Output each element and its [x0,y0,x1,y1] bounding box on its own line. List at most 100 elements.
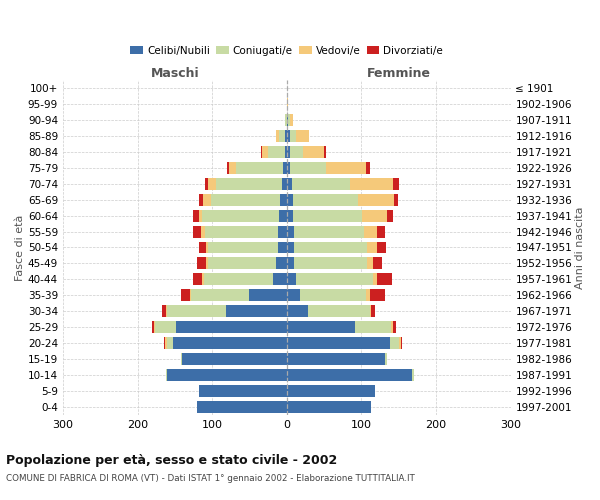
Bar [216,178,287,190]
Bar [277,258,287,270]
Bar [287,369,412,381]
Bar [287,354,385,365]
Bar [287,274,392,285]
Bar [287,369,413,381]
Bar [287,306,370,318]
Bar [287,162,366,173]
Bar [199,210,287,222]
Legend: Celibi/Nubili, Coniugati/e, Vedovi/e, Divorziati/e: Celibi/Nubili, Coniugati/e, Vedovi/e, Di… [126,42,448,60]
Bar [208,178,287,190]
Bar [287,385,375,397]
Bar [197,258,287,270]
Bar [285,114,287,126]
Text: Femmine: Femmine [367,67,431,80]
Bar [287,226,294,237]
Bar [287,162,290,173]
Bar [279,210,287,222]
Bar [166,369,287,381]
Bar [287,130,309,141]
Bar [287,401,371,413]
Bar [278,226,287,237]
Bar [287,322,355,334]
Bar [287,146,303,158]
Bar [197,401,287,413]
Bar [199,385,287,397]
Bar [287,258,367,270]
Bar [287,322,391,334]
Bar [250,290,287,302]
Bar [208,242,287,254]
Bar [287,306,308,318]
Bar [287,114,290,126]
Bar [197,401,287,413]
Bar [227,162,287,173]
Bar [287,178,350,190]
Bar [287,210,387,222]
Bar [236,162,287,173]
Bar [287,274,296,285]
Bar [275,130,287,141]
Bar [287,274,377,285]
Bar [152,322,287,334]
Bar [287,290,370,302]
Bar [202,210,287,222]
Bar [287,290,366,302]
Bar [287,178,292,190]
Bar [262,146,287,158]
Bar [287,114,288,126]
Y-axis label: Anni di nascita: Anni di nascita [575,206,585,288]
Bar [287,178,394,190]
Bar [287,385,375,397]
Bar [167,338,287,349]
Bar [287,226,385,237]
Bar [287,210,393,222]
Bar [166,306,287,318]
Bar [287,242,367,254]
Bar [287,354,388,365]
Bar [287,130,309,141]
Bar [279,130,287,141]
Bar [176,322,287,334]
Bar [287,322,393,334]
Bar [287,385,375,397]
Bar [287,194,398,205]
Bar [199,385,287,397]
Bar [191,290,287,302]
Bar [181,290,287,302]
Bar [287,146,324,158]
Bar [193,226,287,237]
Bar [181,354,287,365]
Bar [287,130,296,141]
Bar [197,401,287,413]
Bar [281,178,287,190]
Bar [287,369,413,381]
Bar [199,242,287,254]
Bar [287,306,375,318]
Bar [287,98,288,110]
Bar [167,306,287,318]
Bar [287,242,377,254]
Bar [287,354,388,365]
Bar [205,226,287,237]
Bar [204,274,287,285]
Bar [287,146,290,158]
Bar [287,194,358,205]
Bar [287,194,293,205]
Bar [205,178,287,190]
Bar [278,242,287,254]
Bar [287,401,371,413]
Bar [284,146,287,158]
Bar [287,369,413,381]
Bar [164,338,287,349]
Bar [287,162,326,173]
Bar [287,114,293,126]
Bar [201,226,287,237]
Bar [285,130,287,141]
Bar [202,274,287,285]
Bar [162,306,287,318]
Bar [167,369,287,381]
Bar [274,274,287,285]
Bar [287,290,300,302]
Bar [268,146,287,158]
Bar [287,178,400,190]
